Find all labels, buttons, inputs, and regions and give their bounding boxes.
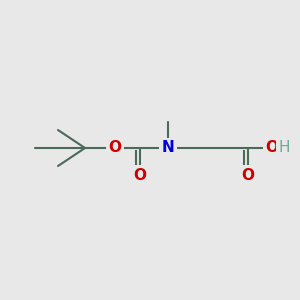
Text: O: O bbox=[266, 140, 278, 155]
Text: H: H bbox=[278, 140, 290, 155]
Text: O: O bbox=[242, 167, 254, 182]
Text: O: O bbox=[134, 167, 146, 182]
Text: O: O bbox=[109, 140, 122, 155]
Text: N: N bbox=[162, 140, 174, 155]
